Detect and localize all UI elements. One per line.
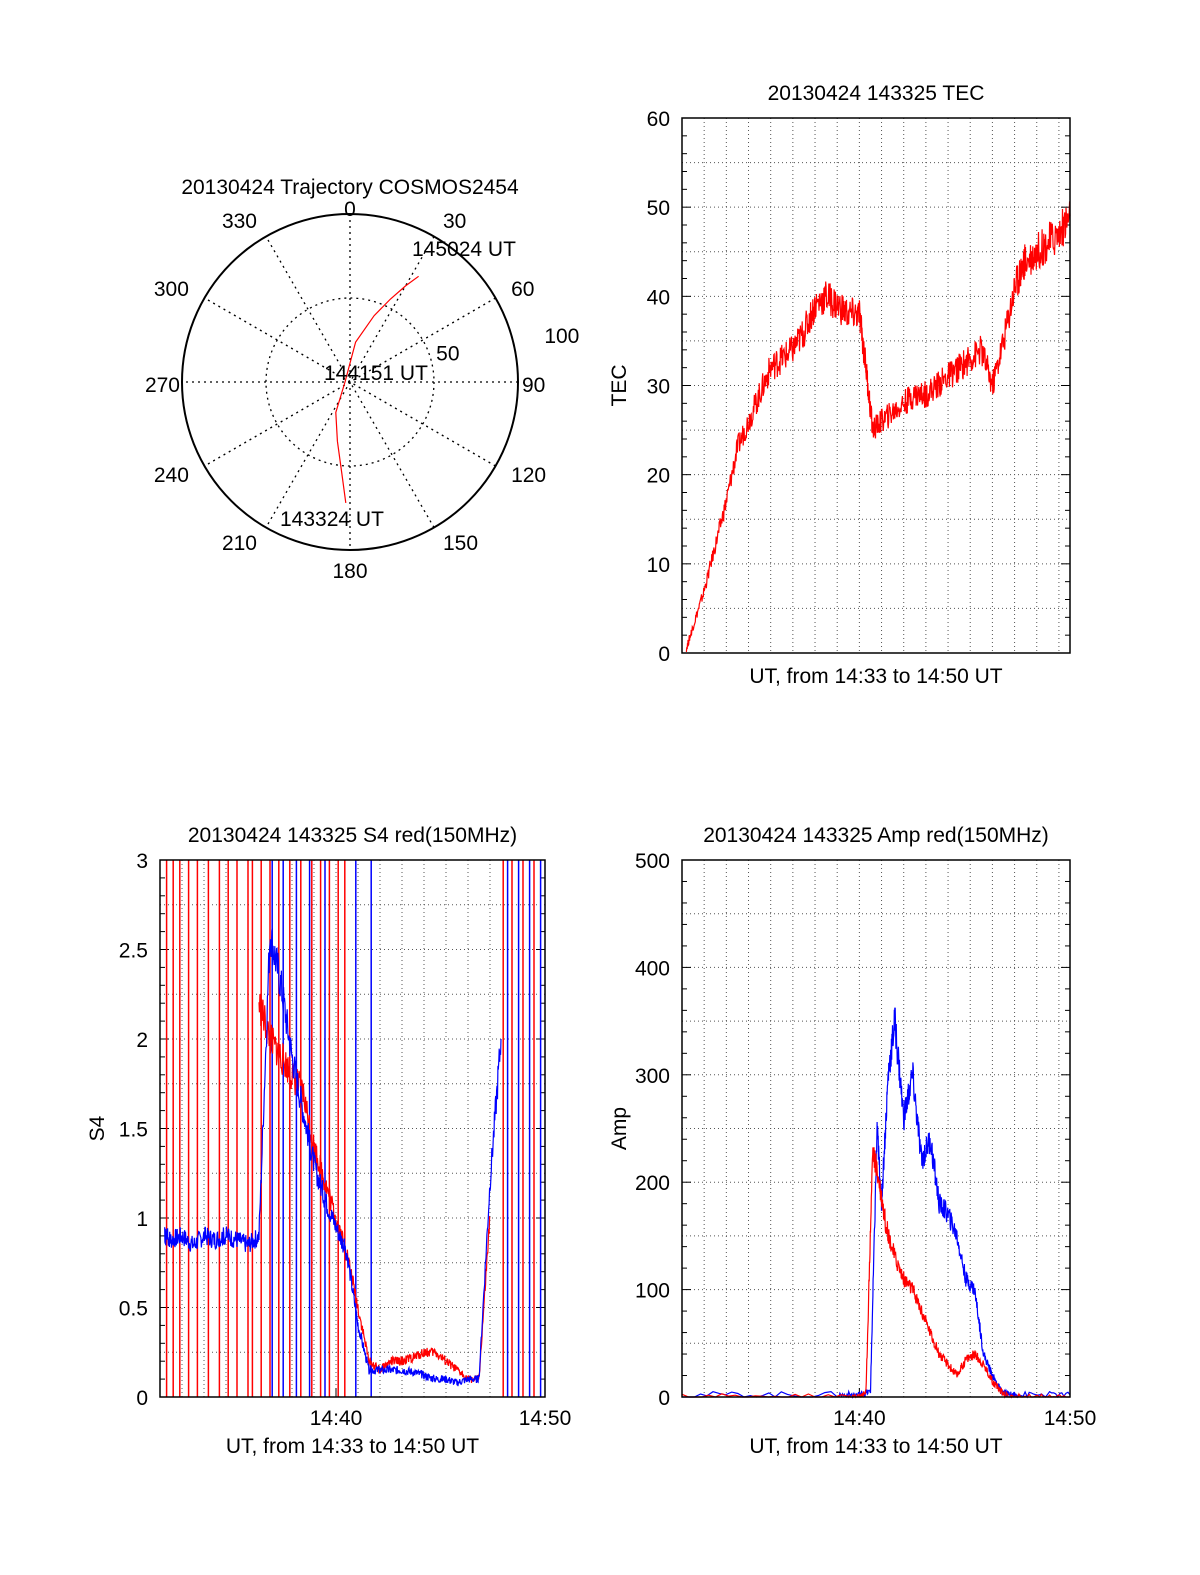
y-tick-label: 200 [635,1172,670,1195]
data-series-1 [681,1147,1070,1399]
y-tick-label: 100 [635,1280,670,1303]
radial-label: 100 [544,325,579,348]
y-tick-label: 2 [136,1029,148,1052]
azimuth-label: 180 [332,560,367,583]
azimuth-label: 90 [522,374,545,397]
y-tick-label: 30 [647,376,670,399]
x-axis-label: UT, from 14:33 to 14:50 UT [749,665,1002,688]
chart-title: 20130424 143325 Amp red(150MHz) [703,824,1049,847]
polar-spoke [265,236,435,528]
x-axis-label: UT, from 14:33 to 14:50 UT [226,1435,479,1458]
plot-frame [681,859,1071,1398]
trajectory-series [335,275,419,503]
data-series-0 [685,201,1071,652]
data-series-0 [682,1007,1071,1400]
azimuth-label: 210 [222,532,257,555]
s4-chart: 20130424 143325 S4 red(150MHz) 0 0.5 1 1.5 2 2… [86,824,571,1458]
trajectory-annotation: 143324 UT [280,508,384,531]
tec-chart: 20130424 143325 TEC 0 10 20 30 40 50 60 UT, from… [608,82,1071,688]
polar-title: 20130424 Trajectory COSMOS2454 [181,176,519,199]
x-tick-label: 14:40 [310,1407,363,1430]
y-tick-label: 50 [647,197,670,220]
data-series-1 [163,927,502,1387]
y-tick-label: 0 [136,1387,148,1410]
y-tick-label: 400 [635,957,670,980]
y-tick-label: 60 [647,108,670,131]
azimuth-label: 270 [145,374,180,397]
y-tick-label: 3 [136,850,148,873]
y-tick-label: 0 [658,643,670,666]
chart-title: 20130424 143325 S4 red(150MHz) [188,824,517,847]
y-axis-label: S4 [86,1115,109,1141]
plot-frame [681,117,1071,654]
x-tick-label: 14:50 [519,1407,572,1430]
y-tick-label: 1 [136,1208,148,1231]
y-tick-label: 500 [635,850,670,873]
y-tick-label: 0 [658,1387,670,1410]
azimuth-label: 60 [511,278,534,301]
trajectory-annotation: 145024 UT [412,238,516,261]
data-series-0 [258,994,491,1384]
chart-title: 20130424 143325 TEC [768,82,985,105]
azimuth-label: 300 [154,278,189,301]
azimuth-label: 330 [222,210,257,233]
azimuth-label: 0 [344,198,356,221]
trajectory-annotation: 144151 UT [324,362,428,385]
y-axis-label: Amp [608,1107,631,1150]
amp-chart: 20130424 143325 Amp red(150MHz) 0 100 200 30… [608,824,1096,1458]
azimuth-label: 150 [443,532,478,555]
plot-frame [159,859,546,1398]
x-tick-label: 14:50 [1044,1407,1097,1430]
y-tick-label: 2.5 [119,940,148,963]
y-tick-label: 0.5 [119,1298,148,1321]
y-axis-label: TEC [608,365,631,407]
azimuth-label: 240 [154,464,189,487]
y-tick-label: 10 [647,554,670,577]
y-tick-label: 1.5 [119,1119,148,1142]
y-tick-label: 40 [647,286,670,309]
x-tick-label: 14:40 [833,1407,886,1430]
y-tick-label: 20 [647,465,670,488]
radial-label: 50 [436,343,459,366]
azimuth-label: 30 [443,210,466,233]
y-tick-label: 300 [635,1065,670,1088]
x-axis-label: UT, from 14:33 to 14:50 UT [749,1435,1002,1458]
azimuth-label: 120 [511,464,546,487]
